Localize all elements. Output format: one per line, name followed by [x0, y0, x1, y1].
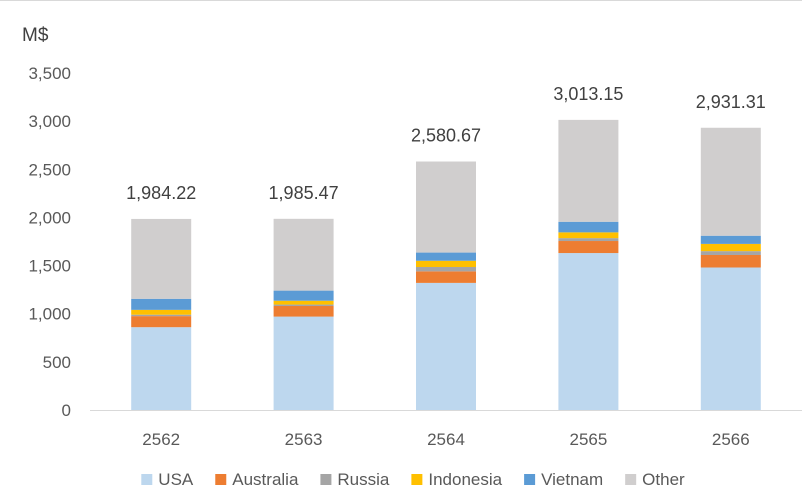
bar-segment-indonesia-2562 — [131, 309, 192, 315]
bar-segment-vietnam-2562 — [131, 298, 192, 310]
bar-segment-australia-2564 — [416, 271, 476, 283]
y-tick-label: 0 — [62, 401, 71, 420]
total-label: 3,013.15 — [553, 84, 623, 104]
legend-swatch-russia — [320, 474, 332, 485]
legend-label-vietnam: Vietnam — [541, 470, 603, 489]
x-tick-label: 2565 — [569, 430, 607, 449]
legend-label-australia: Australia — [232, 470, 299, 489]
legend-swatch-australia — [215, 474, 227, 485]
legend: USA Australia Russia Indonesia Vietnam Other — [141, 470, 685, 489]
bar-segment-usa-2564 — [416, 282, 476, 410]
total-label: 1,985.47 — [269, 183, 339, 203]
x-tick-label: 2566 — [712, 430, 750, 449]
bar-stacks — [131, 119, 761, 410]
y-tick-label: 2,500 — [28, 160, 71, 179]
total-label: 2,931.31 — [696, 92, 766, 112]
bar-segment-indonesia-2566 — [700, 243, 761, 252]
x-tick-label: 2563 — [285, 430, 323, 449]
y-tick-label: 1,500 — [28, 257, 71, 276]
x-tick-label: 2564 — [427, 430, 465, 449]
bar-segment-other-2565 — [558, 119, 619, 222]
legend-label-other: Other — [642, 470, 685, 489]
bar-segment-usa-2566 — [700, 267, 761, 410]
legend-label-russia: Russia — [337, 470, 390, 489]
y-tick-label: 3,500 — [28, 64, 71, 83]
total-label: 2,580.67 — [411, 126, 481, 146]
legend-label-indonesia: Indonesia — [428, 470, 502, 489]
bar-segment-russia-2564 — [416, 267, 476, 272]
bar-segment-other-2566 — [700, 127, 761, 236]
bar-segment-usa-2562 — [131, 327, 192, 410]
bar-segment-vietnam-2564 — [416, 252, 476, 261]
bar-segment-other-2564 — [416, 161, 476, 253]
bar-segment-russia-2562 — [131, 314, 192, 317]
y-tick-label: 2,000 — [28, 208, 71, 227]
bar-segment-russia-2566 — [700, 251, 761, 255]
legend-label-usa: USA — [158, 470, 194, 489]
x-axis-ticks: 2562 2563 2564 2565 2566 — [142, 430, 749, 449]
x-tick-label: 2562 — [142, 430, 180, 449]
bar-segment-indonesia-2564 — [416, 260, 476, 268]
total-labels: 1,984.22 1,985.47 2,580.67 3,013.15 2,931.31 — [126, 84, 766, 203]
bar-segment-indonesia-2563 — [273, 300, 334, 305]
bar-segment-indonesia-2565 — [558, 232, 619, 239]
bar-segment-usa-2563 — [273, 316, 334, 410]
legend-swatch-vietnam — [524, 474, 536, 485]
bar-segment-usa-2565 — [558, 253, 619, 410]
legend-swatch-indonesia — [411, 474, 423, 485]
legend-swatch-usa — [141, 474, 153, 485]
y-axis-ticks: 0 500 1,000 1,500 2,000 2,500 3,000 3,500 — [28, 64, 71, 420]
bar-segment-vietnam-2563 — [273, 290, 334, 301]
bar-segment-russia-2565 — [558, 238, 619, 242]
bar-segment-vietnam-2566 — [700, 235, 761, 244]
y-axis-unit-label: M$ — [22, 25, 49, 46]
legend-swatch-other — [625, 474, 637, 485]
bar-segment-australia-2563 — [273, 306, 334, 317]
y-tick-label: 3,000 — [28, 112, 71, 131]
bar-segment-australia-2566 — [700, 254, 761, 268]
y-tick-label: 500 — [43, 353, 71, 372]
bar-segment-russia-2563 — [273, 304, 334, 307]
bar-segment-other-2563 — [273, 218, 334, 291]
bar-segment-australia-2562 — [131, 316, 192, 328]
bar-segment-vietnam-2565 — [558, 221, 619, 233]
total-label: 1,984.22 — [126, 183, 196, 203]
bar-segment-australia-2565 — [558, 241, 619, 254]
bar-segment-other-2562 — [131, 218, 192, 299]
y-tick-label: 1,000 — [28, 305, 71, 324]
